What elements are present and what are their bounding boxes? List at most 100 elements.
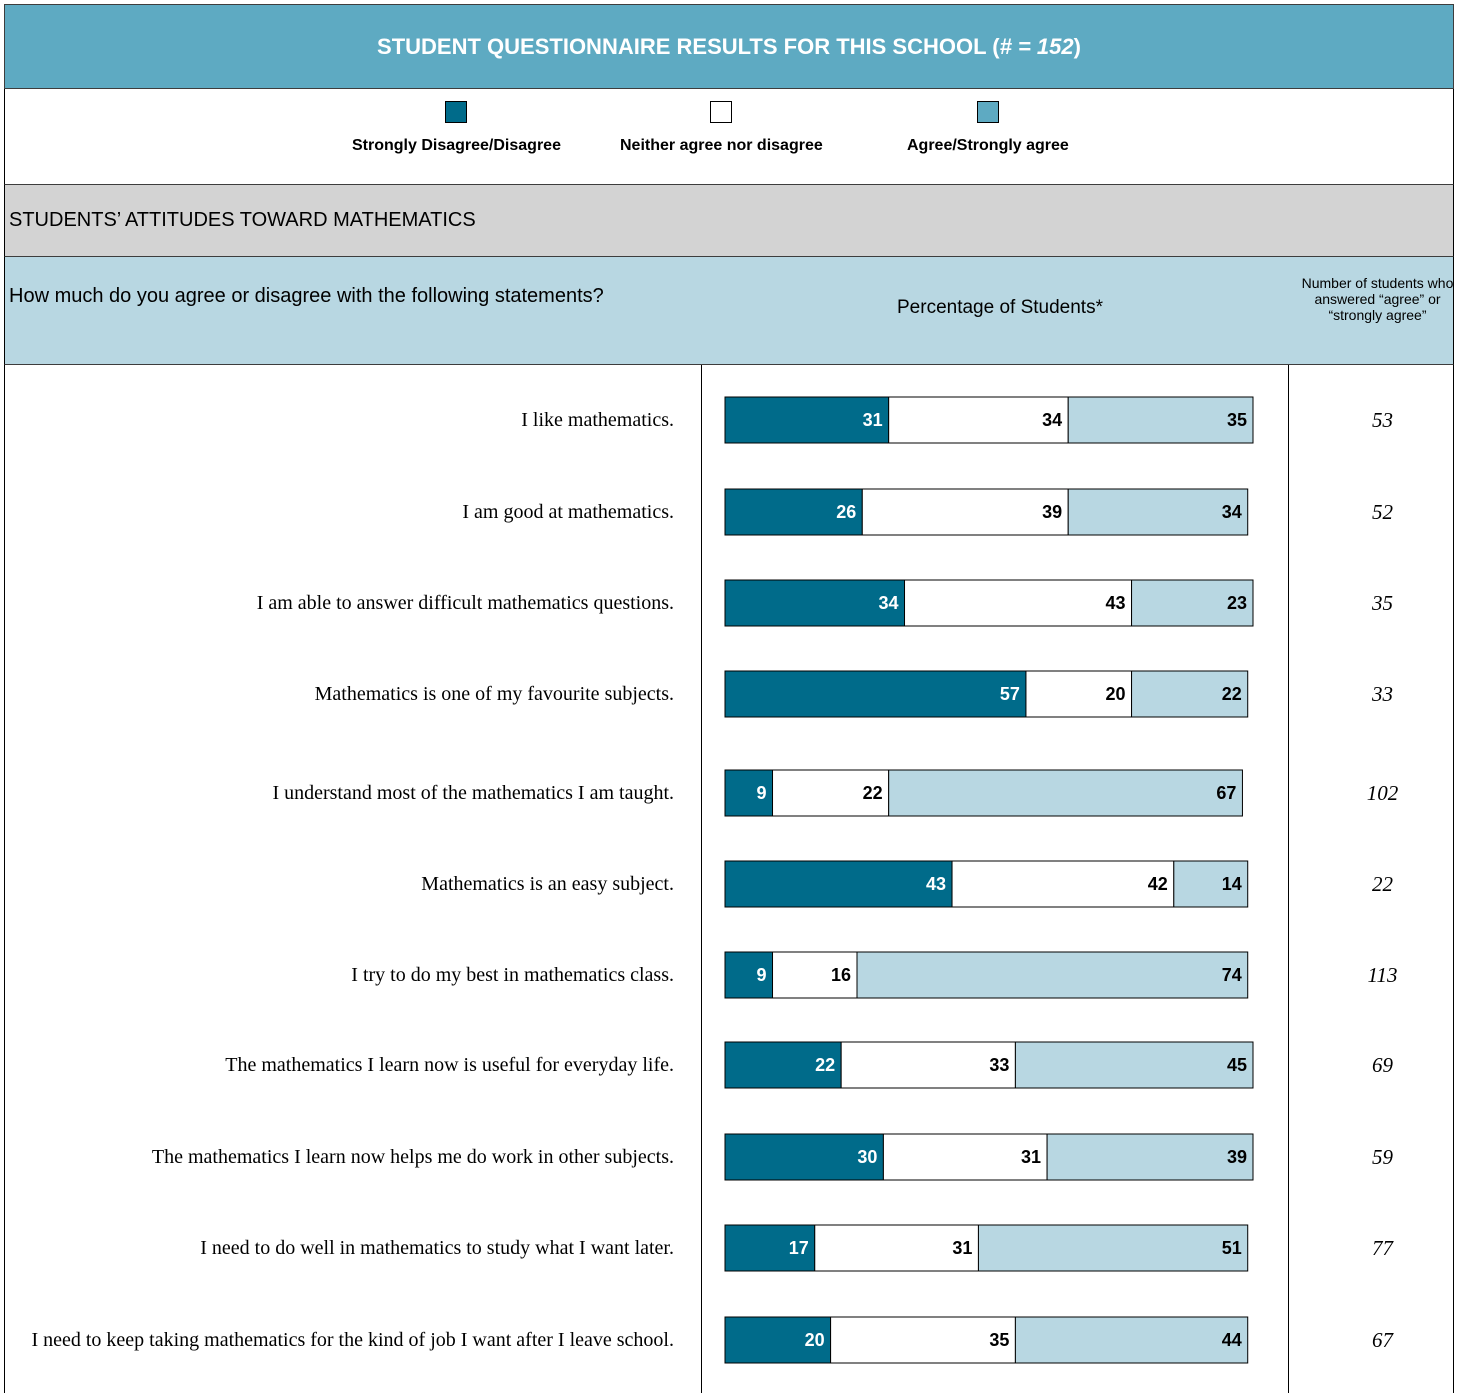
- bar-value-disagree: 57: [1000, 684, 1020, 704]
- bar-agree: [977, 1224, 1249, 1272]
- bar-neutral: [772, 769, 890, 817]
- statement-label: I need to do well in mathematics to stud…: [200, 1237, 674, 1259]
- bar-value-agree: 51: [1222, 1238, 1242, 1258]
- legend-item-agree: Agree/Strongly agree: [907, 101, 1069, 155]
- bar-value-disagree: 22: [815, 1055, 835, 1075]
- agree-count: 67: [1372, 1328, 1393, 1352]
- bar-agree: [1014, 1041, 1254, 1089]
- agree-count: 53: [1372, 408, 1393, 432]
- bar-agree: [1067, 488, 1249, 536]
- bar-agree: [1173, 860, 1249, 908]
- right-border: [1453, 365, 1454, 1393]
- statement-label: Mathematics is one of my favourite subje…: [314, 683, 674, 705]
- bar-value-agree: 45: [1227, 1055, 1247, 1075]
- bar-agree: [1046, 1133, 1254, 1181]
- bar-disagree: [724, 1316, 832, 1364]
- title-suffix: ): [1073, 33, 1081, 59]
- bar-value-agree: 34: [1222, 502, 1242, 522]
- percentage-header: Percentage of Students*: [897, 297, 1103, 318]
- bar-value-agree: 23: [1227, 593, 1247, 613]
- bar-value-neutral: 31: [1021, 1147, 1041, 1167]
- bar-disagree: [724, 670, 1027, 718]
- agree-count: 33: [1372, 682, 1393, 706]
- statement-label: The mathematics I learn now helps me do …: [151, 1146, 674, 1168]
- agree-count: 69: [1372, 1053, 1393, 1077]
- agree-count: 59: [1372, 1145, 1393, 1169]
- statement-label: I am good at mathematics.: [462, 501, 674, 523]
- statement-label: I need to keep taking mathematics for th…: [31, 1329, 674, 1351]
- legend: Strongly Disagree/Disagree Neither agree…: [4, 89, 1454, 185]
- bar-disagree: [724, 951, 774, 999]
- bar-neutral: [840, 1041, 1016, 1089]
- bar-agree: [888, 769, 1243, 817]
- statement-label: The mathematics I learn now is useful fo…: [225, 1054, 674, 1076]
- legend-label-neutral: Neither agree nor disagree: [620, 137, 823, 154]
- bar-value-disagree: 31: [863, 410, 883, 430]
- legend-swatch-disagree: [445, 101, 468, 123]
- bar-value-neutral: 16: [831, 965, 851, 985]
- bar-value-disagree: 34: [878, 593, 898, 613]
- bar-agree: [1014, 1316, 1249, 1364]
- bar-value-disagree: 9: [757, 783, 767, 803]
- legend-label-agree: Agree/Strongly agree: [907, 137, 1069, 154]
- bar-neutral: [861, 488, 1069, 536]
- bar-value-disagree: 9: [757, 965, 767, 985]
- table-header: How much do you agree or disagree with t…: [4, 257, 1454, 365]
- title-prefix: STUDENT QUESTIONNAIRE RESULTS FOR THIS S…: [377, 33, 1000, 59]
- agree-count: 113: [1367, 963, 1398, 987]
- question-header: How much do you agree or disagree with t…: [9, 285, 604, 307]
- bar-value-neutral: 33: [989, 1055, 1009, 1075]
- bar-value-disagree: 43: [926, 874, 946, 894]
- bar-neutral: [951, 860, 1175, 908]
- bar-agree: [856, 951, 1249, 999]
- bar-agree: [1131, 579, 1254, 627]
- page-title: STUDENT QUESTIONNAIRE RESULTS FOR THIS S…: [4, 4, 1454, 89]
- bar-neutral: [1025, 670, 1133, 718]
- bar-value-agree: 74: [1222, 965, 1242, 985]
- bar-value-disagree: 30: [857, 1147, 877, 1167]
- statement-label: Mathematics is an easy subject.: [421, 873, 674, 895]
- bar-disagree: [724, 860, 953, 908]
- bar-value-neutral: 39: [1042, 502, 1062, 522]
- bar-disagree: [724, 769, 774, 817]
- bar-neutral: [904, 579, 1133, 627]
- bar-value-agree: 14: [1222, 874, 1242, 894]
- bar-value-disagree: 26: [836, 502, 856, 522]
- bar-value-neutral: 31: [952, 1238, 972, 1258]
- count-header: Number of students who answered “agree” …: [1301, 275, 1454, 323]
- bar-value-agree: 39: [1227, 1147, 1247, 1167]
- legend-item-disagree: Strongly Disagree/Disagree: [352, 101, 561, 155]
- bar-neutral: [882, 1133, 1048, 1181]
- bar-value-neutral: 20: [1106, 684, 1126, 704]
- statement-label: I understand most of the mathematics I a…: [272, 782, 674, 804]
- bar-disagree: [724, 396, 890, 444]
- bar-value-agree: 44: [1222, 1330, 1242, 1350]
- bar-disagree: [724, 1133, 884, 1181]
- section-title: STUDENTS’ ATTITUDES TOWARD MATHEMATICS: [4, 185, 1454, 257]
- bar-value-neutral: 43: [1106, 593, 1126, 613]
- legend-label-disagree: Strongly Disagree/Disagree: [352, 137, 561, 154]
- column-divider-left: [701, 365, 702, 1393]
- top-strip: [0, 0, 1460, 4]
- bar-disagree: [724, 488, 863, 536]
- agree-count: 102: [1366, 781, 1399, 805]
- statement-label: I like mathematics.: [521, 409, 674, 431]
- bar-value-neutral: 42: [1148, 874, 1168, 894]
- bar-agree: [1131, 670, 1249, 718]
- bar-value-agree: 35: [1227, 410, 1247, 430]
- bar-value-agree: 67: [1216, 783, 1236, 803]
- bar-disagree: [724, 1041, 842, 1089]
- bar-neutral: [772, 951, 858, 999]
- bar-neutral: [830, 1316, 1016, 1364]
- bar-value-agree: 22: [1222, 684, 1242, 704]
- bar-disagree: [724, 1224, 816, 1272]
- legend-item-neutral: Neither agree nor disagree: [620, 101, 823, 155]
- bar-value-disagree: 17: [789, 1238, 809, 1258]
- left-border: [4, 365, 5, 1393]
- bar-value-neutral: 35: [989, 1330, 1009, 1350]
- agree-count: 35: [1372, 591, 1393, 615]
- agree-count: 52: [1372, 500, 1393, 524]
- agree-count: 77: [1372, 1236, 1393, 1260]
- statement-label: I try to do my best in mathematics class…: [351, 964, 674, 986]
